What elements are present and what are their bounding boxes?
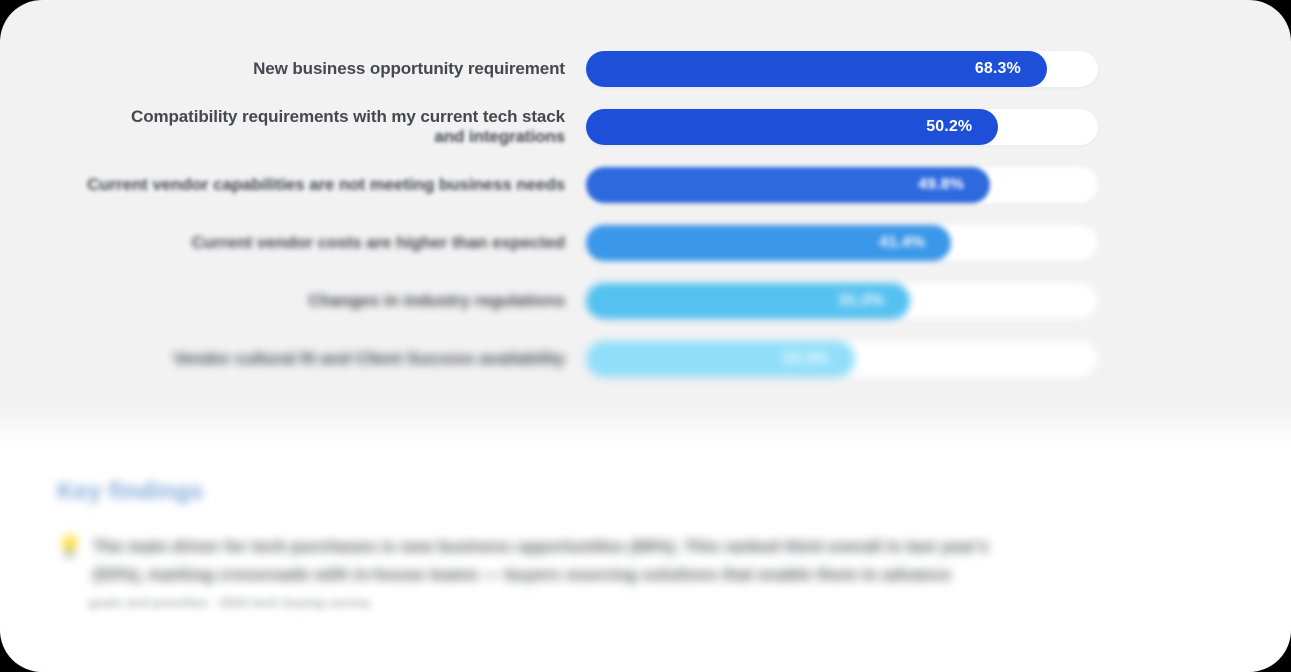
value-label: 68.3% [974,60,1021,77]
value-label: 24.3% [782,350,829,367]
bar-track: 31.3% [586,283,1098,319]
bar: 24.3% [586,341,855,377]
category-label-line: Current vendor capabilities are not meet… [87,175,565,194]
bar-track: 24.3% [586,341,1098,377]
bar: 49.8% [586,167,990,203]
category-label: Changes in industry regulations [0,291,565,311]
bar: 31.3% [586,283,911,319]
finding-text-line: (53%), marking crossroads with in-house … [92,565,951,584]
value-label: 50.2% [926,118,973,135]
value-label: 41.4% [879,234,926,251]
bar-track: 50.2% [586,109,1098,145]
chart-row: Current vendor costs are higher than exp… [0,214,1291,272]
chart-row: Changes in industry regulations 31.3% [0,272,1291,330]
key-findings-section: Key findings 💡 The main driver for tech … [57,478,1157,610]
chart-row: Compatibility requirements with my curre… [0,98,1291,156]
value-label: 49.8% [918,176,964,193]
category-label-line: and integrations [434,127,565,146]
category-label-line: New business opportunity requirement [253,59,565,78]
bar: 50.2% [586,109,999,145]
bar-track: 68.3% [586,51,1098,87]
finding-text: The main driver for tech purchases is ne… [93,533,989,589]
bar: 68.3% [586,51,1047,87]
chart-row: New business opportunity requirement 68.3… [0,40,1291,98]
category-label: Current vendor capabilities are not meet… [0,175,565,195]
bar: 41.4% [586,225,952,261]
bar-track: 41.4% [586,225,1098,261]
bar-track: 49.8% [586,167,1098,203]
category-label: New business opportunity requirement [0,59,565,79]
category-label: Vendor cultural fit and Client Success a… [0,349,565,369]
value-label: 31.3% [838,292,885,309]
finding-item: 💡 The main driver for tech purchases is … [57,533,1157,589]
key-findings-title: Key findings [57,478,204,505]
category-label: Current vendor costs are higher than exp… [0,233,565,253]
category-label: Compatibility requirements with my curre… [0,107,565,147]
category-label-line: Compatibility requirements with my curre… [131,107,565,126]
category-label-line: Vendor cultural fit and Client Success a… [173,349,565,368]
category-label-line: Changes in industry regulations [308,291,565,310]
chart-row: Vendor cultural fit and Client Success a… [0,330,1291,388]
category-label-line: Current vendor costs are higher than exp… [191,233,565,252]
bar-chart: New business opportunity requirement 68.3… [0,40,1291,388]
finding-footnote: goals and priorities · 2024 tech buying … [88,595,371,610]
finding-text-line: The main driver for tech purchases is ne… [92,537,989,556]
chart-row: Current vendor capabilities are not meet… [0,156,1291,214]
lightbulb-icon: 💡 [57,536,82,558]
